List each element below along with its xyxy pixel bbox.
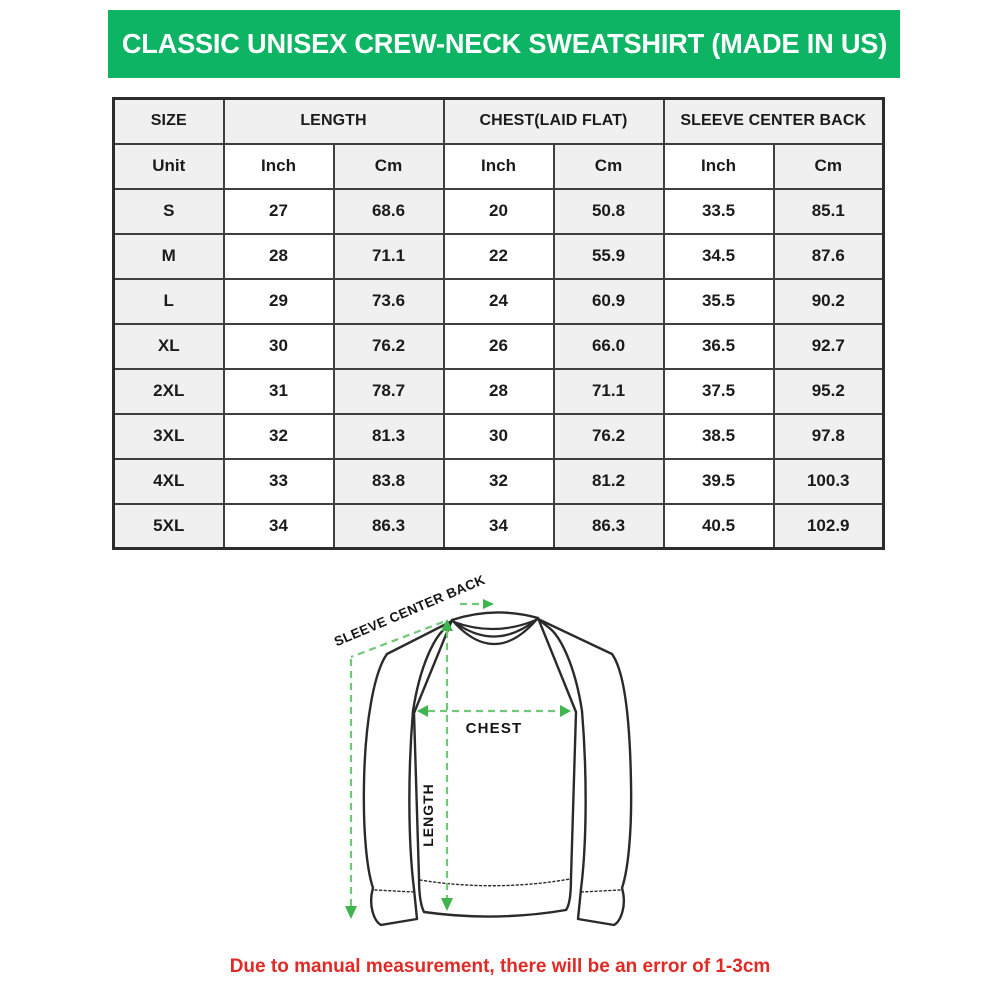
table-cell: 85.1	[772, 187, 885, 235]
table-cell: 20	[442, 187, 555, 235]
table-cell: 33	[222, 457, 335, 505]
col-header-sleeve: SLEEVE CENTER BACK	[662, 97, 885, 145]
table-cell: 28	[442, 367, 555, 415]
table-cell: 32	[222, 412, 335, 460]
table-row: M 28 71.1 22 55.9 34.5 87.6	[112, 232, 885, 280]
table-cell: 86.3	[332, 502, 445, 550]
measurement-dashed-lines	[349, 602, 560, 906]
table-cell: 73.6	[332, 277, 445, 325]
col-header-chest: CHEST(LAID FLAT)	[442, 97, 665, 145]
col-header-length: LENGTH	[222, 97, 445, 145]
arrow-down-icon	[441, 898, 453, 911]
table-row: 5XL 34 86.3 34 86.3 40.5 102.9	[112, 502, 885, 550]
table-cell: 102.9	[772, 502, 885, 550]
table-cell: 27	[222, 187, 335, 235]
table-cell: 38.5	[662, 412, 775, 460]
table-cell: 81.3	[332, 412, 445, 460]
table-cell: 76.2	[332, 322, 445, 370]
size-cell: L	[112, 277, 225, 325]
table-cell: 31	[222, 367, 335, 415]
size-cell: 3XL	[112, 412, 225, 460]
unit-cell: Unit	[112, 142, 225, 190]
table-cell: 30	[222, 322, 335, 370]
table-cell: 68.6	[332, 187, 445, 235]
table-cell: 86.3	[552, 502, 665, 550]
table-cell: 22	[442, 232, 555, 280]
table-cell: 78.7	[332, 367, 445, 415]
table-cell: 34.5	[662, 232, 775, 280]
table-cell: 30	[442, 412, 555, 460]
table-cell: 50.8	[552, 187, 665, 235]
measurement-arrowheads	[345, 599, 571, 919]
page-title: CLASSIC UNISEX CREW-NECK SWEATSHIRT (MAD…	[121, 28, 887, 59]
sweatshirt-diagram: SLEEVE CENTER BACK CHEST LENGTH	[332, 575, 633, 927]
table-cell: 32	[442, 457, 555, 505]
table-cell: 95.2	[772, 367, 885, 415]
size-cell: 4XL	[112, 457, 225, 505]
table-cell: 87.6	[772, 232, 885, 280]
unit-cell: Cm	[332, 142, 445, 190]
table-cell: 71.1	[332, 232, 445, 280]
unit-cell: Inch	[222, 142, 335, 190]
table-cell: 28	[222, 232, 335, 280]
title-banner: CLASSIC UNISEX CREW-NECK SWEATSHIRT (MAD…	[108, 10, 900, 78]
table-row: 3XL 32 81.3 30 76.2 38.5 97.8	[112, 412, 885, 460]
table-cell: 71.1	[552, 367, 665, 415]
size-cell: M	[112, 232, 225, 280]
table-cell: 35.5	[662, 277, 775, 325]
table-cell: 90.2	[772, 277, 885, 325]
table-cell: 81.2	[552, 457, 665, 505]
unit-cell: Inch	[442, 142, 555, 190]
table-header-row: SIZE LENGTH CHEST(LAID FLAT) SLEEVE CENT…	[112, 97, 885, 145]
table-cell: 34	[222, 502, 335, 550]
table-cell: 55.9	[552, 232, 665, 280]
table-cell: 40.5	[662, 502, 775, 550]
arrow-right-icon	[483, 599, 494, 609]
table-cell: 97.8	[772, 412, 885, 460]
collar-ribbing	[450, 616, 540, 645]
table-cell: 33.5	[662, 187, 775, 235]
chest-label: CHEST	[466, 720, 523, 737]
unit-row: Unit Inch Cm Inch Cm Inch Cm	[112, 142, 885, 190]
arrow-left-icon	[417, 705, 428, 717]
arrow-up-icon	[441, 619, 453, 631]
arrow-down-icon	[345, 906, 357, 919]
col-header-size: SIZE	[112, 97, 225, 145]
arrow-right-icon	[560, 705, 571, 717]
table-cell: 39.5	[662, 457, 775, 505]
size-cell: 2XL	[112, 367, 225, 415]
table-cell: 37.5	[662, 367, 775, 415]
unit-cell: Inch	[662, 142, 775, 190]
table-cell: 100.3	[772, 457, 885, 505]
table-cell: 26	[442, 322, 555, 370]
table-row: S 27 68.6 20 50.8 33.5 85.1	[112, 187, 885, 235]
table-cell: 92.7	[772, 322, 885, 370]
seam-stitches	[374, 878, 621, 893]
table-cell: 66.0	[552, 322, 665, 370]
table-cell: 60.9	[552, 277, 665, 325]
size-table: SIZE LENGTH CHEST(LAID FLAT) SLEEVE CENT…	[112, 97, 885, 550]
table-cell: 36.5	[662, 322, 775, 370]
length-label: LENGTH	[420, 783, 436, 847]
sweatshirt-outline	[362, 611, 633, 927]
measurement-error-note: Due to manual measurement, there will be…	[229, 956, 771, 977]
table-cell: 34	[442, 502, 555, 550]
size-cell: XL	[112, 322, 225, 370]
table-cell: 29	[222, 277, 335, 325]
unit-cell: Cm	[772, 142, 885, 190]
size-cell: S	[112, 187, 225, 235]
table-cell: 83.8	[332, 457, 445, 505]
table-cell: 76.2	[552, 412, 665, 460]
size-cell: 5XL	[112, 502, 225, 550]
table-row: 4XL 33 83.8 32 81.2 39.5 100.3	[112, 457, 885, 505]
table-row: XL 30 76.2 26 66.0 36.5 92.7	[112, 322, 885, 370]
unit-cell: Cm	[552, 142, 665, 190]
table-cell: 24	[442, 277, 555, 325]
sleeve-diagonal-line	[350, 620, 444, 659]
table-row: L 29 73.6 24 60.9 35.5 90.2	[112, 277, 885, 325]
table-row: 2XL 31 78.7 28 71.1 37.5 95.2	[112, 367, 885, 415]
size-chart: SIZE LENGTH CHEST(LAID FLAT) SLEEVE CENT…	[112, 97, 885, 550]
